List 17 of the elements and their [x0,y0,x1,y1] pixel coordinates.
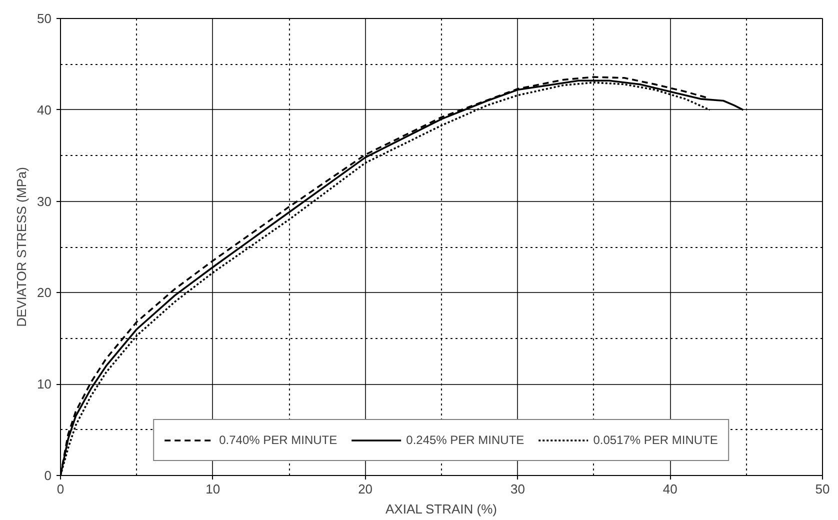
y-tick-label: 10 [37,376,52,392]
y-tick-label: 20 [37,285,52,300]
y-tick-label: 30 [37,194,52,209]
y-tick-label: 50 [37,11,52,26]
x-tick-label: 30 [510,482,525,496]
legend-label: 0.0517% PER MINUTE [593,433,718,447]
y-tick-label: 40 [37,102,52,118]
y-axis-title: DEVIATOR STRESS (MPa) [14,167,30,327]
x-tick-label: 20 [358,482,373,496]
x-axis-title: AXIAL STRAIN (%) [386,502,497,516]
legend-label: 0.740% PER MINUTE [219,433,338,447]
x-tick-label: 0 [56,482,64,496]
x-tick-label: 40 [662,482,678,496]
legend-label: 0.245% PER MINUTE [406,433,524,447]
x-tick-label: 50 [815,482,830,496]
y-tick-label: 0 [44,468,52,483]
x-tick-label: 10 [206,482,220,496]
